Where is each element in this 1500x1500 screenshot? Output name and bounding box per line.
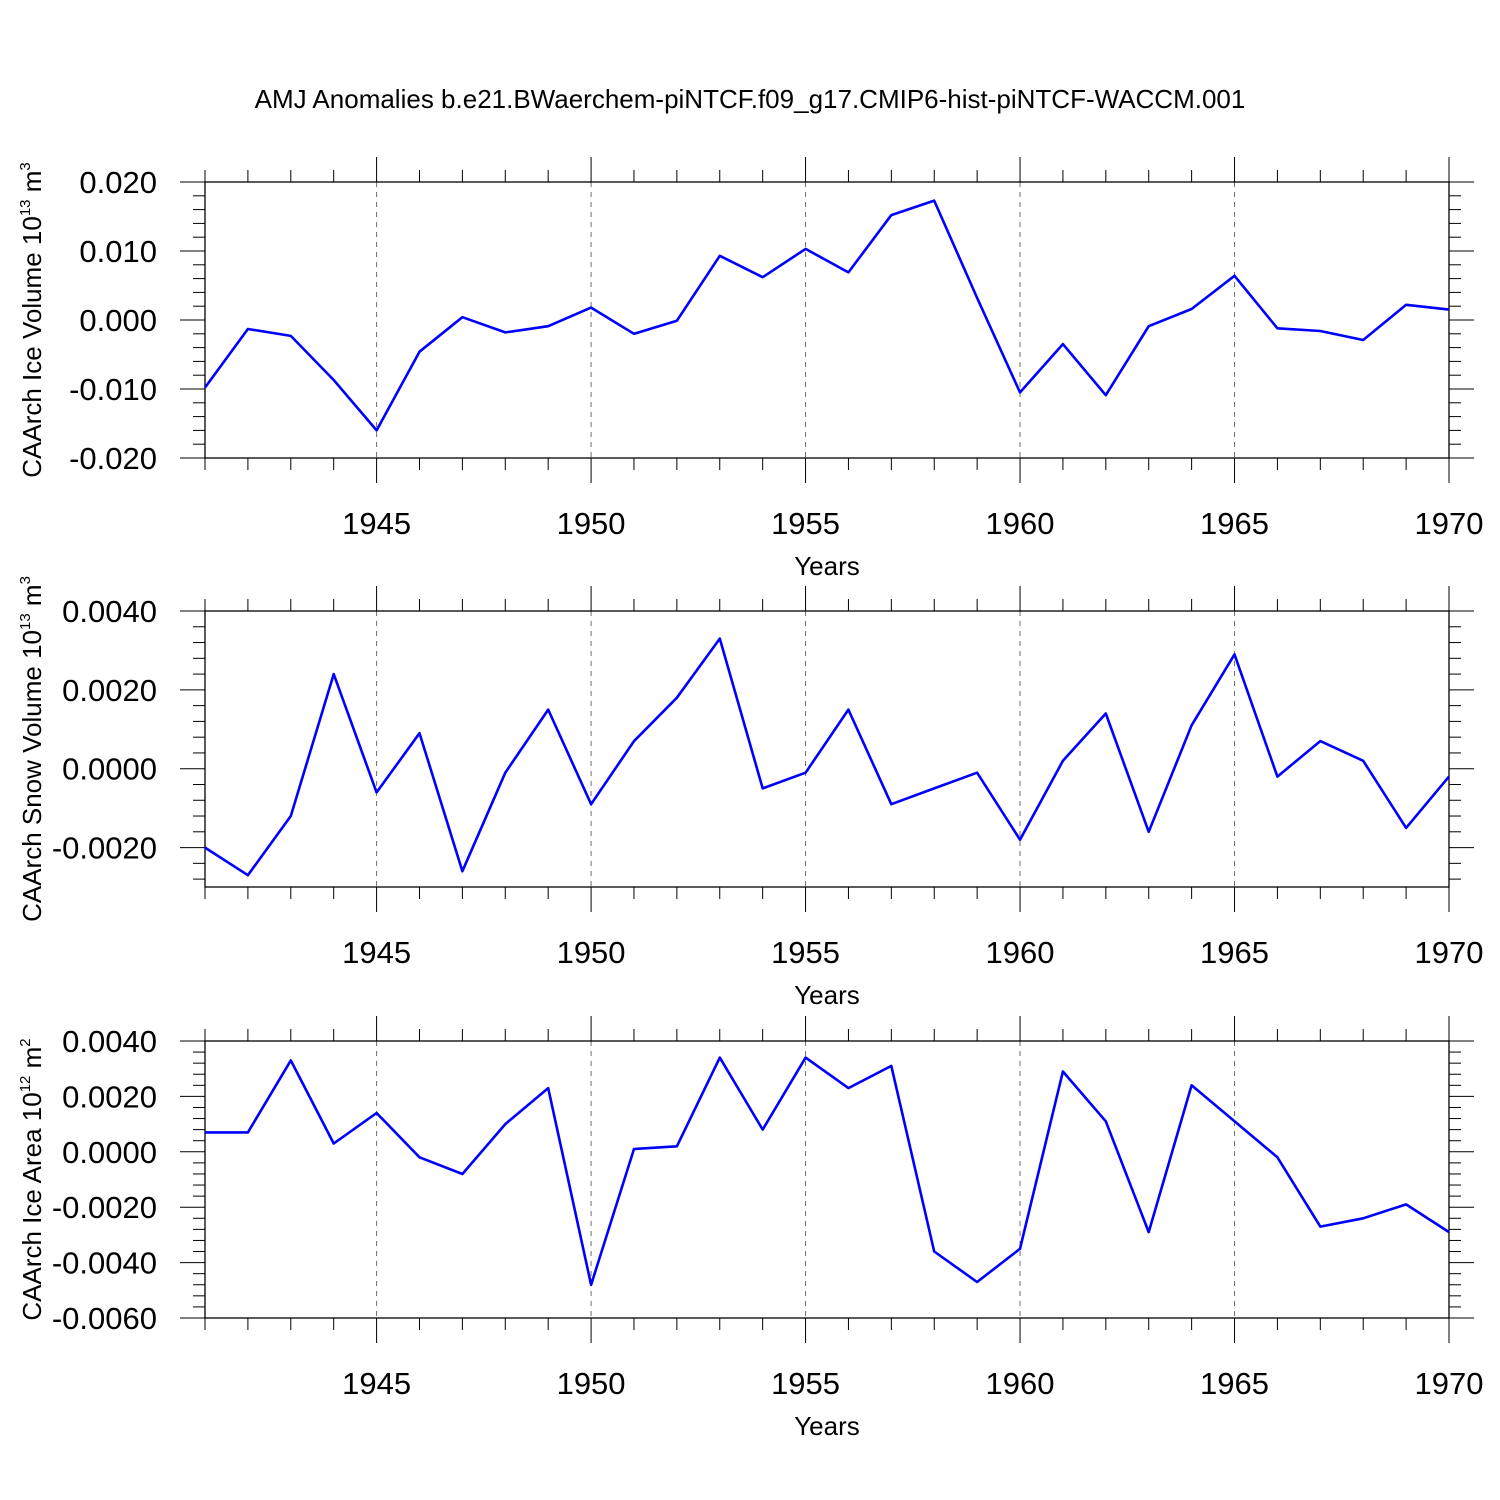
x-tick-label: 1955 <box>771 1366 840 1401</box>
x-tick-label: 1955 <box>771 506 840 541</box>
x-tick-label: 1945 <box>342 935 411 970</box>
y-tick-label: 0.0000 <box>62 752 157 787</box>
x-tick-label: 1950 <box>557 506 626 541</box>
series-line <box>204 637 1450 877</box>
y-tick-label: -0.020 <box>69 441 157 476</box>
x-tick-label: 1960 <box>986 1366 1055 1401</box>
y-tick-label: 0.010 <box>79 234 157 269</box>
y-axis-label-superscript: 3 <box>17 576 34 584</box>
x-tick-label: 1955 <box>771 935 840 970</box>
x-tick-label: 1965 <box>1200 506 1269 541</box>
plot-frame <box>204 181 1450 459</box>
plot-frame <box>204 610 1450 888</box>
y-tick-label: 0.0040 <box>62 594 157 629</box>
chart-title: AMJ Anomalies b.e21.BWaerchem-piNTCF.f09… <box>254 84 1246 114</box>
y-tick-label: 0.0000 <box>62 1135 157 1170</box>
y-tick-label: 0.020 <box>79 165 157 200</box>
y-axis-label-part: CAArch Snow Volume 10 <box>17 630 47 922</box>
y-tick-label: 0.0020 <box>62 673 157 708</box>
x-axis-label: Years <box>794 980 860 1010</box>
x-tick-label: 1970 <box>1415 935 1484 970</box>
x-axis-label: Years <box>794 1411 860 1441</box>
y-axis-label: CAArch Snow Volume 1013 m3 <box>17 576 47 922</box>
y-axis-label-part: m <box>17 1047 47 1076</box>
y-axis-label-superscript: 2 <box>17 1038 34 1046</box>
y-axis-label: CAArch Ice Volume 1013 m3 <box>17 162 47 478</box>
y-tick-label: -0.0020 <box>52 831 157 866</box>
y-tick-label: -0.0040 <box>52 1246 157 1281</box>
panel-3: -0.0060 -0.0040 -0.0020 0.0000 0.0020 0.0040 1… <box>17 1016 1483 1441</box>
x-tick-label: 1965 <box>1200 935 1269 970</box>
series-line <box>203 199 1450 432</box>
panel-1: -0.020 -0.010 0.000 0.010 0.020 1945 1950 1955 1… <box>17 157 1483 581</box>
x-axis-label: Years <box>794 551 860 581</box>
panel-2: -0.0020 0.0000 0.0020 0.0040 1945 1950 1955 196… <box>17 576 1483 1010</box>
y-tick-label: 0.000 <box>79 303 157 338</box>
y-axis-label-superscript: 3 <box>17 162 34 170</box>
y-axis-label: CAArch Ice Area 1012 m2 <box>17 1038 47 1320</box>
x-tick-label: 1950 <box>557 1366 626 1401</box>
y-axis-label-part: CAArch Ice Volume 10 <box>17 216 47 478</box>
x-tick-label: 1945 <box>342 1366 411 1401</box>
y-tick-label: -0.0060 <box>52 1301 157 1336</box>
x-tick-label: 1960 <box>986 935 1055 970</box>
x-tick-label: 1965 <box>1200 1366 1269 1401</box>
y-axis-label-part: m <box>17 584 47 613</box>
y-axis-label-superscript: 12 <box>17 1076 34 1093</box>
y-tick-label: -0.0020 <box>52 1190 157 1225</box>
y-tick-label: 0.0020 <box>62 1079 157 1114</box>
series-line <box>205 1056 1450 1287</box>
plot-frame <box>204 1040 1450 1319</box>
y-tick-label: 0.0040 <box>62 1024 157 1059</box>
x-tick-label: 1950 <box>557 935 626 970</box>
x-tick-label: 1945 <box>342 506 411 541</box>
x-tick-label: 1960 <box>986 506 1055 541</box>
y-axis-label-superscript: 13 <box>17 613 34 630</box>
y-axis-label-part: CAArch Ice Area 10 <box>17 1092 47 1320</box>
y-tick-label: -0.010 <box>69 372 157 407</box>
x-tick-label: 1970 <box>1415 506 1484 541</box>
y-axis-label-superscript: 13 <box>17 199 34 216</box>
y-axis-label-part: m <box>17 171 47 200</box>
x-tick-label: 1970 <box>1415 1366 1484 1401</box>
